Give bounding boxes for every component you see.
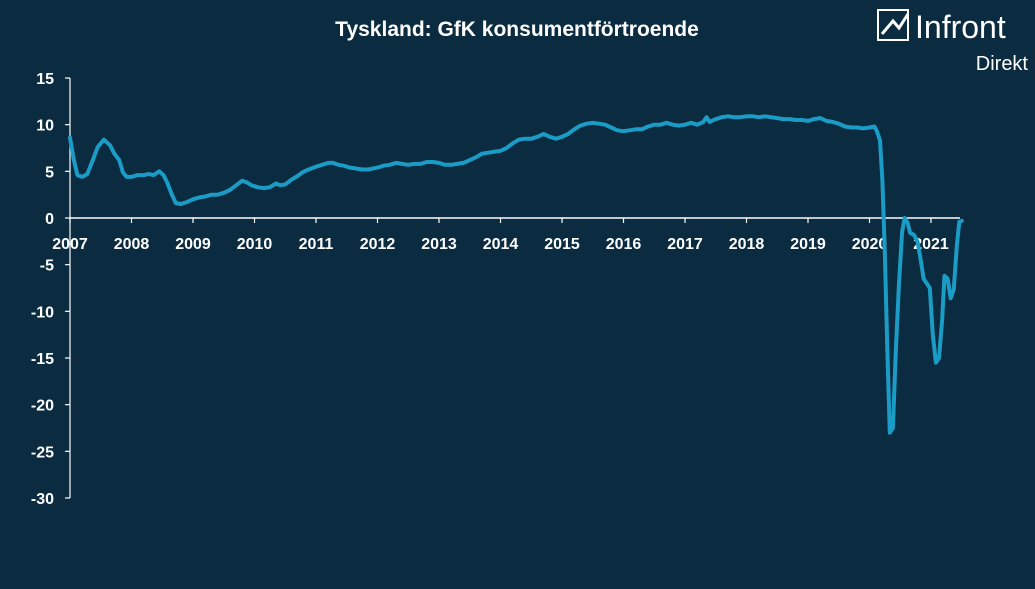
x-tick-label: 2014 bbox=[483, 236, 519, 253]
x-tick-label: 2008 bbox=[114, 236, 150, 253]
x-tick-label: 2011 bbox=[299, 236, 334, 253]
brand-sub: Direkt bbox=[976, 53, 1029, 75]
infront-logo-icon bbox=[877, 9, 910, 41]
y-tick-label: -25 bbox=[31, 444, 54, 461]
x-tick-label: 2019 bbox=[790, 236, 826, 253]
y-tick-label: -5 bbox=[40, 258, 54, 275]
x-tick-label: 2018 bbox=[729, 236, 765, 253]
x-tick-label: 2016 bbox=[606, 236, 642, 253]
x-tick-label: 2010 bbox=[237, 236, 273, 253]
y-tick-label: -10 bbox=[31, 304, 54, 321]
y-tick-label: 5 bbox=[45, 164, 54, 181]
x-tick-label: 2013 bbox=[421, 236, 457, 253]
y-tick-label: 10 bbox=[36, 118, 54, 135]
brand-logo: Infront Direkt bbox=[877, 9, 1029, 75]
series-line bbox=[68, 114, 964, 435]
y-tick-label: 15 bbox=[36, 71, 54, 88]
y-tick-label: -20 bbox=[31, 398, 54, 415]
y-tick-label: 0 bbox=[45, 211, 54, 228]
brand-name: Infront bbox=[915, 9, 1006, 45]
y-tick-label: -15 bbox=[31, 351, 54, 368]
chart-title: Tyskland: GfK konsumentförtroende bbox=[335, 18, 699, 41]
x-tick-label: 2020 bbox=[852, 236, 888, 253]
x-axis: 2007 2008 2009 2010 2011 2012 2013 2014 2015 2016… bbox=[52, 217, 960, 253]
x-tick-label: 2017 bbox=[667, 236, 703, 253]
x-tick-label: 2007 bbox=[52, 236, 88, 253]
x-tick-label: 2015 bbox=[544, 236, 580, 253]
series-layer bbox=[68, 114, 964, 435]
x-tick-label: 2012 bbox=[360, 236, 396, 253]
x-tick-label: 2021 bbox=[913, 236, 949, 253]
x-tick-label: 2009 bbox=[175, 236, 211, 253]
y-axis: 15 10 5 0 -5 -10 -15 -20 -25 -30 bbox=[31, 71, 71, 508]
y-tick-label: -30 bbox=[31, 491, 54, 508]
